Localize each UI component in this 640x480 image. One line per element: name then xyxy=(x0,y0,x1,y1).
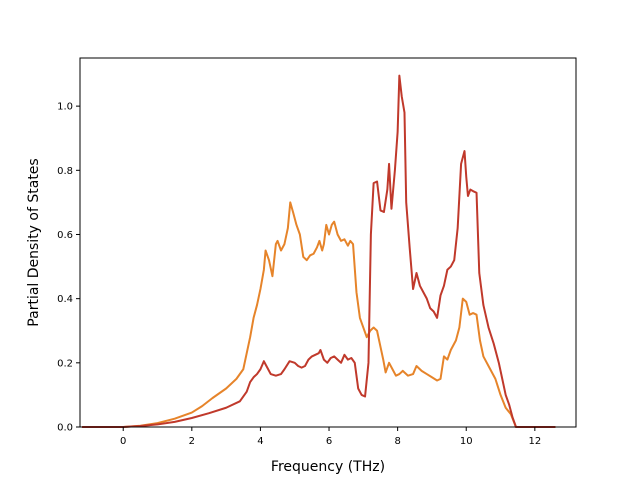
x-tick-label: 0 xyxy=(120,436,126,447)
y-tick-label: 0.4 xyxy=(57,294,73,305)
y-axis-label: Partial Density of States xyxy=(26,158,42,326)
x-tick-label: 2 xyxy=(189,436,195,447)
x-axis-label: Frequency (THz) xyxy=(271,459,385,475)
x-tick-label: 12 xyxy=(528,436,541,447)
x-tick-label: 10 xyxy=(460,436,473,447)
series-line-1 xyxy=(82,201,556,428)
y-tick-label: 0.6 xyxy=(57,230,73,241)
x-tick-label: 8 xyxy=(394,436,400,447)
axes-frame xyxy=(79,57,577,428)
y-tick-label: 0.8 xyxy=(57,166,73,177)
y-tick-label: 1.0 xyxy=(57,102,73,113)
plot-area xyxy=(82,74,556,428)
series-line-2 xyxy=(82,74,556,428)
y-tick-label: 0.2 xyxy=(57,358,73,369)
y-axis: 0.0 0.2 0.4 0.6 0.8 1.0 xyxy=(57,102,80,434)
y-tick-label: 0.0 xyxy=(57,423,73,434)
x-axis: 0 2 4 6 8 10 12 xyxy=(120,427,541,447)
x-tick-label: 6 xyxy=(326,436,332,447)
x-tick-label: 4 xyxy=(257,436,263,447)
